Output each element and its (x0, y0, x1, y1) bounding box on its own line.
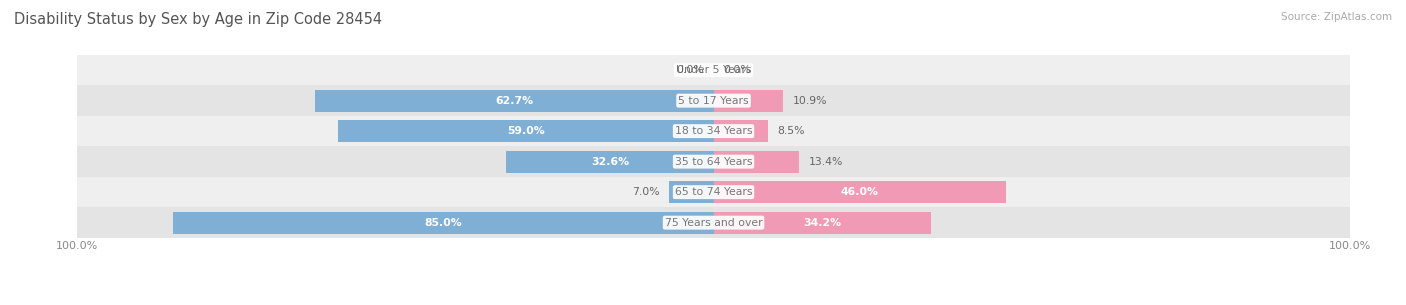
Text: 18 to 34 Years: 18 to 34 Years (675, 126, 752, 136)
Bar (506, 151, 714, 173)
Text: 8.5%: 8.5% (778, 126, 804, 136)
Bar (77, 55, 1350, 85)
Text: 0.0%: 0.0% (723, 65, 751, 75)
Text: 46.0%: 46.0% (841, 187, 879, 197)
Bar (339, 120, 714, 142)
Text: Disability Status by Sex by Age in Zip Code 28454: Disability Status by Sex by Age in Zip C… (14, 12, 382, 27)
Bar (714, 90, 783, 112)
Bar (714, 212, 931, 234)
Text: 65 to 74 Years: 65 to 74 Years (675, 187, 752, 197)
Text: 62.7%: 62.7% (495, 96, 533, 106)
Text: 10.9%: 10.9% (793, 96, 827, 106)
Bar (173, 212, 714, 234)
Bar (315, 90, 714, 112)
Text: 32.6%: 32.6% (591, 157, 628, 167)
Text: 5 to 17 Years: 5 to 17 Years (678, 96, 749, 106)
Bar (669, 181, 714, 203)
Bar (77, 207, 1350, 238)
Text: Under 5 Years: Under 5 Years (676, 65, 751, 75)
Bar (714, 151, 799, 173)
Text: 85.0%: 85.0% (425, 218, 463, 228)
Text: 35 to 64 Years: 35 to 64 Years (675, 157, 752, 167)
Text: 75 Years and over: 75 Years and over (665, 218, 762, 228)
Bar (77, 146, 1350, 177)
Text: 34.2%: 34.2% (803, 218, 841, 228)
Text: 0.0%: 0.0% (676, 65, 704, 75)
Text: Source: ZipAtlas.com: Source: ZipAtlas.com (1281, 12, 1392, 22)
Text: 7.0%: 7.0% (631, 187, 659, 197)
Text: 59.0%: 59.0% (508, 126, 544, 136)
Bar (77, 177, 1350, 207)
Bar (714, 181, 1007, 203)
Bar (714, 120, 768, 142)
Bar (77, 116, 1350, 146)
Text: 13.4%: 13.4% (808, 157, 842, 167)
Bar (77, 85, 1350, 116)
